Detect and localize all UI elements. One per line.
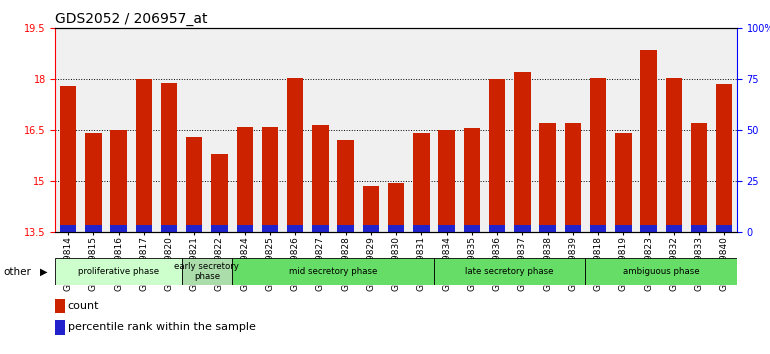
Text: mid secretory phase: mid secretory phase (289, 267, 377, 276)
Bar (615, 225, 631, 232)
Text: percentile rank within the sample: percentile rank within the sample (68, 322, 256, 332)
Bar (136, 225, 152, 232)
Text: other: other (4, 267, 32, 277)
Text: ▶: ▶ (40, 267, 48, 277)
Bar (313, 125, 329, 232)
Bar (85, 133, 102, 232)
Bar (363, 225, 379, 232)
Bar (186, 225, 203, 232)
Bar (337, 225, 354, 232)
Bar (161, 82, 177, 232)
Bar (564, 225, 581, 232)
Bar (232, 258, 434, 285)
Bar (438, 130, 455, 232)
Bar (262, 225, 278, 232)
Text: count: count (68, 301, 99, 311)
Bar (489, 79, 505, 232)
Bar (60, 225, 76, 232)
Text: proliferative phase: proliferative phase (78, 267, 159, 276)
Bar (665, 225, 682, 232)
Bar (615, 133, 631, 232)
Bar (641, 225, 657, 232)
Bar (540, 225, 556, 232)
Bar (211, 154, 228, 232)
Text: early secretory
phase: early secretory phase (175, 262, 239, 281)
Bar (313, 225, 329, 232)
Bar (262, 127, 278, 232)
Bar (716, 84, 732, 232)
Bar (182, 258, 232, 285)
Bar (665, 78, 682, 232)
Bar (590, 78, 606, 232)
Bar (540, 123, 556, 232)
Bar (464, 225, 480, 232)
Bar (287, 78, 303, 232)
Text: GDS2052 / 206957_at: GDS2052 / 206957_at (55, 12, 208, 27)
Bar (590, 225, 606, 232)
Bar (337, 140, 354, 232)
Bar (363, 186, 379, 232)
Bar (236, 225, 253, 232)
Bar (388, 225, 404, 232)
Bar (585, 258, 737, 285)
Bar (287, 225, 303, 232)
Bar (691, 123, 707, 232)
Bar (60, 86, 76, 232)
Bar (110, 225, 127, 232)
Bar (161, 225, 177, 232)
Bar (85, 225, 102, 232)
Bar (55, 258, 182, 285)
Text: late secretory phase: late secretory phase (466, 267, 554, 276)
Bar (186, 137, 203, 232)
Bar (464, 129, 480, 232)
Bar (434, 258, 585, 285)
Bar (110, 130, 127, 232)
Bar (641, 50, 657, 232)
Text: ambiguous phase: ambiguous phase (623, 267, 699, 276)
Bar (413, 225, 430, 232)
Bar (691, 225, 707, 232)
Bar (716, 225, 732, 232)
Bar (564, 123, 581, 232)
Bar (136, 79, 152, 232)
Bar (514, 225, 531, 232)
Bar (211, 225, 228, 232)
Bar (438, 225, 455, 232)
Bar (413, 133, 430, 232)
Bar (236, 127, 253, 232)
Bar (514, 73, 531, 232)
Bar (489, 225, 505, 232)
Bar (388, 183, 404, 232)
